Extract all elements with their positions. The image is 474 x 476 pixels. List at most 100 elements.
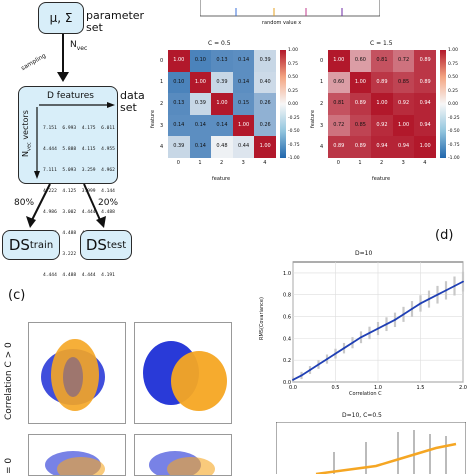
heatmap-cell: 0.81 [371, 50, 393, 72]
heatmap-cell: 0.60 [349, 50, 372, 72]
colorbar-tick: -0.25 [448, 115, 460, 121]
heatmap-cell: 0.94 [414, 93, 436, 115]
heatmap-cell: 0.48 [211, 136, 233, 158]
scatter-panel-3 [28, 434, 126, 476]
y-tick-label: 1.0 [283, 271, 291, 277]
x-tick-label: 0.5 [332, 385, 340, 391]
parameter-label-line2: set [86, 21, 103, 34]
heatmap-cell: 1.00 [414, 136, 436, 158]
data-point [317, 363, 320, 366]
random-value-strip: random value x [199, 0, 381, 28]
heatmap-left-title: C = 0.5 [208, 40, 231, 47]
heatmap-xtick: 1 [198, 160, 202, 166]
split-right-label: 20% [98, 198, 119, 208]
colorbar-tick: -0.25 [288, 115, 300, 121]
heatmap-xtick: 3 [241, 160, 245, 166]
data-point [326, 358, 328, 360]
data-point [428, 298, 430, 300]
matrix-row: 4.444 4.488 4.444 4.191 [43, 273, 115, 278]
parameter-box-text: μ, Σ [49, 11, 73, 25]
parameter-label-line1: parameter [86, 9, 145, 22]
colorbar-tick: 1.00 [448, 48, 459, 53]
parameter-label: parameter set [86, 10, 144, 34]
dataset-box: D features Nvec vectors 7.151 6.993 4.17… [18, 86, 118, 278]
heatmap-cell: 0.60 [328, 71, 350, 94]
x-tick-label: 1.0 [374, 385, 382, 391]
colorbar-tick: 0.00 [448, 102, 459, 107]
data-point [343, 347, 345, 350]
dataset-yaxis-label: Nvec vectors [21, 110, 33, 157]
nvec-label: Nvec [70, 40, 88, 52]
data-point [309, 369, 311, 371]
heatmap-cell: 0.39 [254, 50, 276, 72]
heatmap-cell: 0.14 [232, 71, 255, 94]
data-point [462, 280, 464, 283]
heatmap-cell: 0.89 [349, 93, 372, 115]
colorbar-tick: 0.25 [288, 88, 299, 94]
heatmap-cell: 1.00 [349, 71, 372, 94]
heatmap-cell: 0.39 [189, 93, 212, 115]
sampling-arrow [57, 34, 69, 82]
heatmap-cell: 1.00 [328, 50, 350, 72]
heatmap-right: C = 1.5 feature 1.00 0.60 0.81 0.72 0.89 0.60… [304, 38, 474, 188]
data-point [419, 302, 422, 305]
data-point [292, 378, 294, 381]
data-point [368, 332, 371, 334]
heatmap-cell: 1.00 [211, 93, 233, 115]
heatmap-right-colorbar-ticks: 1.00 0.75 0.50 0.25 0.00 -0.25 -0.50 -0.75 -1.00 [448, 48, 474, 161]
data-point [377, 327, 379, 330]
scatter-panel-1 [28, 322, 126, 424]
heatmap-right-ylabel: feature [310, 109, 316, 128]
data-point [453, 285, 456, 287]
heatmap-cell: 0.89 [349, 136, 372, 158]
heatmap-cell: 1.00 [189, 71, 212, 94]
heatmap-cell: 0.14 [211, 114, 233, 137]
colorbar-tick: -0.50 [288, 129, 300, 134]
heatmap-cell: 0.81 [328, 93, 350, 115]
heatmap-cell: 0.89 [414, 50, 436, 72]
flow-diagram: μ, Σ parameter set Nvec sampling D featu… [0, 0, 145, 278]
panel-d: (d) D=10 RMS(Covariance) 0.0 0.2 0.4 0.6 0.8… [255, 228, 474, 406]
panel-d-chart: 0.0 0.2 0.4 0.6 0.8 1.0 0.0 0.5 1.0 1.5 2.0 [283, 261, 467, 391]
matrix-row: 4.986 3.002 4.444 4.488 [43, 210, 115, 215]
heatmap-xtick: 3 [401, 160, 405, 166]
panel-d-label: (d) [435, 228, 454, 243]
heatmap-cell: 0.39 [211, 71, 233, 94]
heatmap-ytick: 4 [320, 144, 324, 151]
heatmap-cell: 0.89 [328, 136, 350, 158]
panel-c-label: (c) [8, 288, 26, 303]
heatmap-left-colorbar-ticks: 1.00 0.75 0.50 0.25 0.00 -0.25 -0.50 -0.75 -1.00 [288, 48, 310, 161]
heatmap-cell: 0.92 [392, 93, 415, 115]
random-value-xlabel: random value x [262, 20, 302, 26]
matrix-row: 4.444 5.888 4.115 4.955 [43, 147, 115, 152]
panel-c-row1-label: Correlation C > 0 [4, 342, 14, 420]
colorbar-tick: 0.75 [288, 61, 299, 67]
matrix-row: 7.151 6.993 4.175 6.011 [43, 126, 115, 131]
dataset-header: D features [47, 91, 94, 101]
heatmap-cell: 0.14 [189, 136, 212, 158]
heatmap-cell: 0.40 [254, 71, 276, 94]
heatmap-xtick: 2 [380, 160, 384, 166]
heatmap-cell: 0.92 [371, 114, 393, 137]
heatmap-cell: 0.94 [414, 114, 436, 137]
heatmap-cell: 0.94 [371, 136, 393, 158]
split-left-label: 80% [14, 198, 35, 208]
panel-e-title: D=10, C=0.5 [342, 412, 382, 419]
data-point [334, 352, 337, 355]
heatmap-right-grid: 1.00 0.60 0.81 0.72 0.89 0.60 1.00 0.89 0.85 0.89… [320, 50, 436, 166]
split-arrows [26, 183, 106, 228]
colorbar-tick: 0.00 [288, 102, 299, 107]
heatmap-cell: 0.26 [254, 93, 276, 115]
x-tick-label: 2.0 [459, 385, 467, 391]
panel-d-xlabel: Correlation C [349, 391, 382, 397]
heatmap-left-xlabel: feature [212, 176, 231, 182]
dataset-features-arrow [39, 102, 115, 108]
scatter-panel-4 [134, 434, 232, 476]
data-point [385, 323, 388, 326]
heatmap-xtick: 0 [336, 160, 340, 166]
x-tick-label: 0.0 [289, 385, 297, 391]
matrix-row: 7.111 5.093 3.259 4.962 [43, 168, 115, 173]
heatmap-cell: 0.14 [189, 114, 212, 137]
heatmap-xtick: 0 [176, 160, 180, 166]
colorbar-tick: 1.00 [288, 48, 299, 53]
